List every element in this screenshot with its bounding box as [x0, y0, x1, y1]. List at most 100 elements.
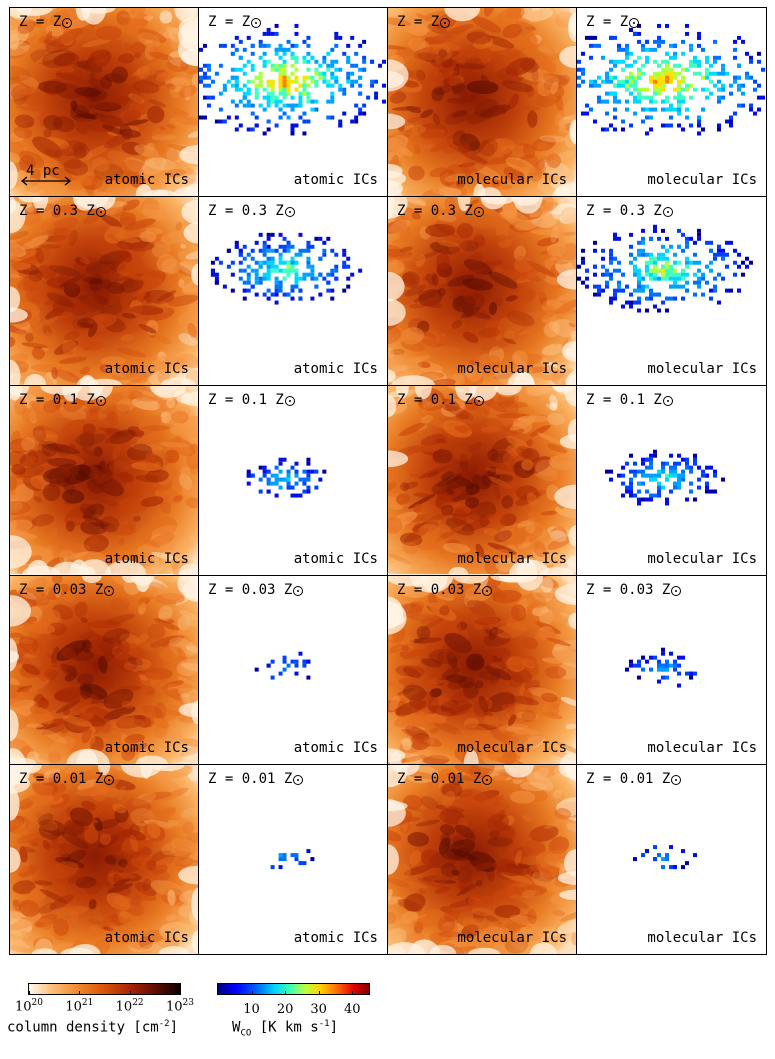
density-filament	[119, 278, 144, 293]
density-filament	[10, 815, 29, 835]
wco-pixel	[294, 103, 299, 108]
wco-pixel	[274, 481, 279, 486]
density-filament	[124, 371, 156, 386]
metallicity-text: Z = 0.3 Z	[19, 203, 95, 220]
density-filament	[505, 726, 539, 735]
wco-pixel	[697, 284, 701, 289]
density-void	[10, 747, 26, 764]
density-void	[388, 272, 405, 302]
wco-pixel	[609, 248, 613, 253]
density-filament	[461, 151, 488, 164]
density-filament	[402, 666, 422, 678]
density-filament	[56, 639, 87, 661]
density-void	[81, 575, 102, 583]
density-filament	[550, 530, 567, 543]
density-filament	[115, 430, 140, 438]
wco-pixel	[294, 276, 299, 281]
density-filament	[437, 916, 456, 933]
wco-pixel	[649, 478, 653, 482]
wco-pixel	[689, 260, 693, 265]
wco-pixel	[254, 280, 259, 285]
density-void	[10, 847, 21, 873]
density-filament	[63, 159, 89, 176]
density-filament	[522, 889, 536, 898]
wco-pixel	[242, 268, 247, 273]
density-filament	[82, 423, 96, 436]
density-filament	[432, 187, 461, 196]
wco-pixel	[605, 99, 609, 104]
wco-pixel	[234, 241, 239, 245]
density-filament	[492, 589, 522, 603]
wco-pixel	[302, 111, 307, 116]
wco-pixel	[250, 51, 255, 56]
density-filament	[161, 635, 185, 647]
density-filament	[533, 51, 549, 59]
wco-pixel	[677, 663, 681, 668]
density-filament	[82, 639, 92, 653]
density-filament	[539, 59, 556, 77]
wco-pixel	[258, 260, 263, 265]
wco-pixel	[290, 288, 295, 293]
density-filament	[152, 334, 172, 345]
wco-pixel	[653, 47, 657, 52]
density-filament	[420, 615, 440, 625]
wco-pixel	[705, 59, 709, 64]
density-filament	[148, 442, 163, 455]
solar-symbol-icon	[482, 774, 493, 785]
column-density-map	[10, 386, 198, 575]
wco-pixel	[609, 260, 613, 265]
density-filament	[486, 35, 515, 49]
density-filament	[465, 653, 485, 671]
wco-pixel	[693, 260, 697, 265]
density-filament	[459, 59, 467, 65]
wco-pixel	[270, 99, 275, 104]
wco-pixel	[677, 260, 681, 265]
metallicity-label: Z = Z	[586, 14, 640, 30]
wco-pixel	[645, 268, 649, 273]
density-filament	[154, 702, 167, 719]
density-filament	[446, 489, 455, 496]
wco-pixel	[701, 474, 705, 479]
wco-pixel	[677, 485, 681, 490]
wco-pixel	[677, 671, 681, 676]
density-filament	[81, 662, 94, 675]
density-filament	[565, 822, 576, 833]
density-filament	[21, 663, 40, 675]
density-filament	[540, 511, 558, 516]
wco-pixel	[665, 663, 669, 668]
wco-pixel	[649, 256, 653, 261]
wco-pixel	[290, 71, 295, 76]
density-filament	[496, 825, 516, 842]
wco-pixel	[318, 63, 323, 68]
wco-pixel	[657, 474, 661, 479]
density-void	[10, 307, 28, 323]
wco-pixel	[238, 268, 243, 273]
density-filament	[507, 695, 539, 705]
density-filament	[495, 326, 503, 342]
wco-pixel	[641, 288, 645, 293]
wco-pixel	[250, 284, 255, 289]
density-filament	[388, 8, 404, 17]
density-void	[388, 395, 397, 418]
wco-pixel	[246, 59, 251, 64]
density-filament	[182, 280, 198, 293]
wco-pixel	[665, 51, 669, 56]
wco-pixel	[274, 493, 279, 498]
density-filament	[413, 144, 421, 155]
wco-pixel	[685, 264, 689, 269]
wco-pixel	[330, 95, 335, 100]
wco-pixel	[653, 478, 657, 482]
density-filament	[501, 80, 533, 92]
density-filament	[143, 15, 154, 21]
wco-pixel	[609, 272, 613, 277]
density-filament	[73, 257, 101, 274]
wco-pixel	[358, 111, 363, 116]
density-filament	[428, 648, 462, 664]
wco-pixel	[302, 481, 307, 486]
density-filament	[169, 116, 186, 125]
wco-pixel	[705, 55, 709, 60]
wco-pixel	[234, 115, 239, 120]
wco-pixel	[302, 91, 307, 96]
wco-pixel	[677, 95, 681, 100]
